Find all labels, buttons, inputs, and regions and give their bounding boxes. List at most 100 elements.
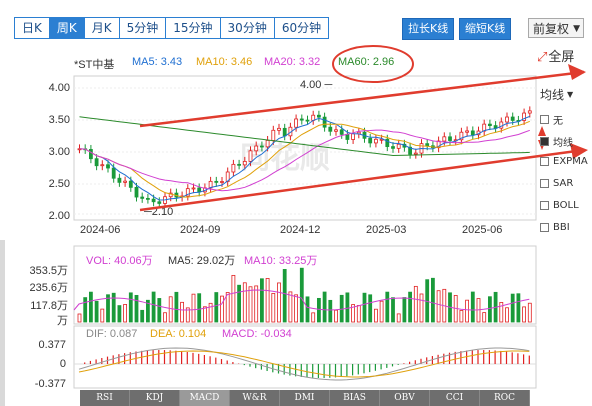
kline-candle (510, 116, 515, 121)
kline-candle (465, 130, 470, 133)
adjust-select[interactable]: 前复权 ▼ (528, 18, 584, 38)
kline-candle (259, 145, 264, 148)
checkbox-ma[interactable] (540, 137, 549, 146)
kline-candle (128, 180, 133, 188)
volume-bar (356, 305, 361, 323)
indicator-tab-cci[interactable]: CCI (430, 390, 480, 406)
chevron-down-icon: ▼ (567, 90, 574, 99)
volume-bar (294, 294, 299, 323)
volume-bar (522, 306, 526, 323)
dea-line (78, 350, 530, 378)
indicator-tab-macd[interactable]: MACD (180, 390, 230, 406)
volume-bar (351, 304, 356, 323)
vol-legend: VOL: 40.06万 (86, 255, 153, 267)
ma10-line (79, 120, 530, 198)
checkbox-none[interactable] (540, 115, 549, 124)
volume-bar (419, 293, 424, 323)
kline-candle (334, 129, 338, 132)
kline-candle (351, 133, 356, 140)
kline-candle (385, 138, 390, 147)
kline-candle (425, 143, 430, 147)
kline-candle (408, 146, 413, 155)
volume-bar (396, 313, 401, 323)
macd-tick: 0.377 (38, 339, 66, 351)
volume-bar (180, 301, 185, 323)
kline-candle (100, 164, 105, 167)
checkbox-bbi[interactable] (540, 223, 549, 232)
volume-bar (322, 291, 327, 323)
overlay-dropdown[interactable]: 均线 ▼ (540, 86, 573, 103)
tab-15min[interactable]: 15分钟 (165, 17, 221, 39)
kline-candle (197, 187, 202, 193)
fullscreen-button[interactable]: ⤢全屏 (537, 50, 575, 65)
overlay-option-sar[interactable]: SAR (540, 178, 573, 189)
indicator-tab-kdj[interactable]: KDJ (130, 390, 180, 406)
volume-bar (174, 291, 179, 323)
tab-60min[interactable]: 60分钟 (273, 17, 330, 39)
checkbox-sar[interactable] (540, 179, 549, 188)
ma60-line (79, 116, 530, 157)
checkbox-expma[interactable] (540, 157, 549, 166)
overlay-option-bbi[interactable]: BBI (540, 222, 570, 233)
shrink-kline-button[interactable]: 缩短K线 (459, 18, 512, 40)
kline-candle (191, 187, 196, 190)
volume-bar (111, 292, 116, 323)
period-tabs: 日K 周K 月K 5分钟 15分钟 30分钟 60分钟 (14, 17, 330, 39)
volume-tick: 117.8万 (30, 300, 68, 312)
overlay-option-expma[interactable]: EXPMA (540, 156, 588, 167)
volume-bar (157, 298, 162, 323)
price-tick: 3.50 (48, 114, 70, 126)
ma60-legend: MA60: 2.96 (338, 56, 395, 68)
kline-candle (339, 129, 344, 135)
volume-bar (499, 302, 504, 323)
volume-bar (385, 291, 390, 323)
kline-candle (470, 130, 475, 136)
volume-bar (254, 285, 259, 323)
kline-candle (499, 121, 504, 129)
volume-bar (140, 309, 145, 323)
overlay-option-none[interactable]: 无 (540, 112, 563, 127)
volume-bar (94, 300, 99, 323)
overlay-option-ma[interactable]: 均线 (540, 134, 573, 149)
volume-bar (185, 307, 190, 323)
indicator-tabs: RSI KDJ MACD W&R DMI BIAS OBV CCI ROC (80, 390, 530, 406)
indicator-tab-roc[interactable]: ROC (480, 390, 530, 406)
tab-30min[interactable]: 30分钟 (219, 17, 275, 39)
ma10-legend: MA10: 3.46 (196, 56, 253, 68)
stretch-kline-button[interactable]: 拉长K线 (402, 18, 455, 40)
stock-name: *ST中基 (74, 59, 115, 71)
volume-bar (202, 306, 207, 323)
volume-bar (436, 290, 441, 323)
tab-monthly-k[interactable]: 月K (83, 17, 120, 39)
price-tick: 3.00 (48, 146, 70, 158)
dif-line (78, 347, 530, 381)
kline-candle (299, 118, 304, 121)
kline-candle (254, 145, 259, 152)
kline-candle (368, 137, 373, 144)
kline-candle (111, 167, 116, 179)
volume-bar (316, 297, 321, 323)
indicator-tab-dmi[interactable]: DMI (280, 390, 330, 406)
volume-bar (191, 293, 196, 323)
checkbox-boll[interactable] (540, 201, 549, 210)
kline-candle (493, 125, 498, 129)
volume-bar (89, 291, 93, 323)
volume-bar (345, 292, 350, 323)
volume-bar (145, 299, 150, 323)
volume-bar (328, 299, 333, 323)
kline-candle (442, 136, 447, 142)
kline-candle (214, 180, 219, 183)
indicator-tab-rsi[interactable]: RSI (80, 390, 130, 406)
kline-candle (145, 197, 150, 200)
volume-bar (288, 291, 293, 323)
macd-tick: 0 (59, 358, 66, 370)
indicator-tab-bias[interactable]: BIAS (330, 390, 380, 406)
date-tick: 2025-06 (462, 224, 503, 236)
tab-5min[interactable]: 5分钟 (118, 17, 167, 39)
indicator-tab-wr[interactable]: W&R (230, 390, 280, 406)
indicator-tab-obv[interactable]: OBV (380, 390, 430, 406)
overlay-option-boll[interactable]: BOLL (540, 200, 579, 211)
kline-candle (94, 158, 99, 167)
kline-candle (220, 181, 224, 183)
